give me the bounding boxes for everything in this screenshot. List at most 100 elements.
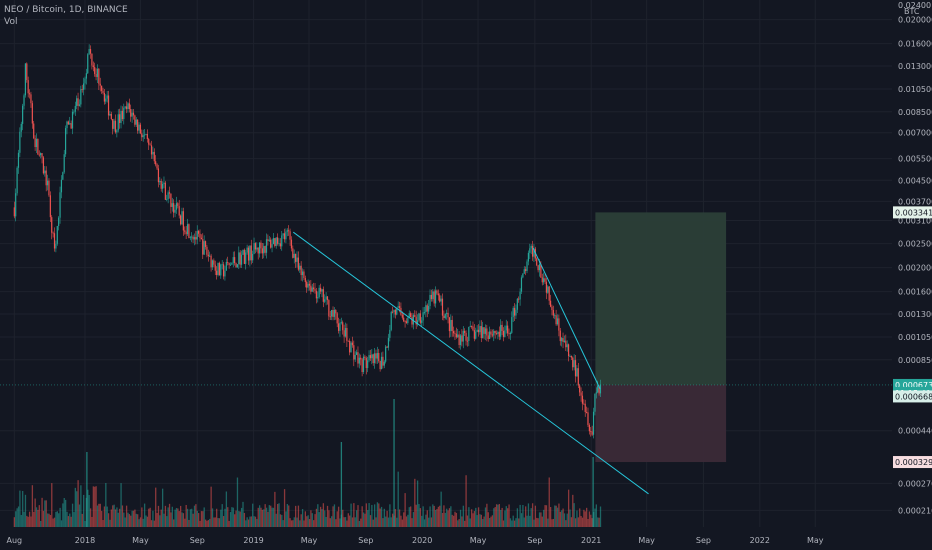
candle-body [297,257,299,270]
volume-bar [149,507,151,527]
candle-body [389,329,391,338]
volume-bar [426,510,428,527]
candle-body [561,338,563,342]
time-axis[interactable]: Aug 2018 May Sep 2019 May Sep 2020 May Sep 2021 May… [7,536,824,545]
candle-body [66,121,68,129]
volume-bar [326,505,329,527]
volume-bar [353,503,355,527]
volume-bar [258,505,261,527]
volume-bar [127,512,129,527]
volume-bar [396,517,398,527]
price-tag-background [893,390,932,403]
candle-body [99,83,101,86]
volume-bar [227,507,229,527]
price-tag-label: 0.000673 [895,381,932,390]
volume-bar [454,511,456,527]
volume-bar [475,507,477,527]
candle-body [590,431,592,433]
candle-body [105,98,107,102]
candle-body [365,357,367,368]
trendline[interactable] [293,231,649,495]
volume-bar [314,514,316,527]
stop-loss-zone[interactable] [595,384,727,463]
candle-body [340,322,342,324]
volume-bar [185,504,187,527]
volume-bar [45,500,47,527]
volume-bar [64,499,67,527]
volume-bar [556,507,559,527]
volume-bar [518,518,520,527]
candle-body [48,180,50,196]
candle-body [236,264,239,268]
candle-body [125,106,128,109]
volume-bar [415,504,417,527]
volume-bar [71,503,74,527]
price-candles[interactable] [13,44,602,439]
candle-body [584,403,586,413]
candle-body [529,248,531,253]
volume-bar [562,508,564,527]
candle-body [107,95,110,116]
candle-body [131,112,133,117]
candle-body [579,385,581,393]
candle-body [566,344,568,348]
candle-body [290,239,293,249]
candle-body [563,340,566,343]
candle-body [181,211,183,225]
volume-bar [491,515,494,527]
volume-bar [109,519,111,527]
volume-bar [489,517,491,527]
trendline[interactable] [532,247,601,389]
symbol-title[interactable]: NEO / Bitcoin, 1D, BINANCE [4,5,128,15]
volume-bar [167,507,169,527]
candle-body [507,325,509,334]
candle-body [155,161,157,165]
volume-bar [88,495,90,527]
profit-target-zone[interactable] [595,212,727,385]
volume-bar [382,518,384,527]
candle-body [33,123,35,139]
chart-legend: NEO / Bitcoin, 1D, BINANCE Vol [4,4,128,28]
volume-legend-label[interactable]: Vol [4,17,18,27]
volume-bar [588,511,591,527]
candle-body [69,123,71,125]
trendline-drawings[interactable] [293,231,649,495]
volume-bar [161,488,164,527]
candle-body [296,257,298,262]
candle-body [159,181,161,183]
volume-bar [207,520,210,527]
volume-bar [239,511,241,527]
volume-bar [155,487,157,527]
volume-bar [494,507,496,527]
candle-body [88,49,90,55]
volume-bar [434,509,437,527]
candle-body [548,286,550,301]
candle-body [191,236,193,238]
volume-bar [525,506,527,527]
volume-bar [383,508,385,527]
candle-body [246,247,248,253]
candle-body [580,392,582,396]
candle-body [254,243,257,250]
volume-bar [346,520,348,527]
volume-bar [73,512,75,527]
volume-bar [264,504,266,527]
candle-body [443,315,445,319]
candle-body [556,318,559,325]
candle-body [475,331,477,339]
candle-body [547,286,549,293]
volume-bar [306,516,308,527]
position-zones[interactable] [595,212,727,463]
volume-bar [224,508,226,527]
candle-body [189,237,191,239]
candle-body [476,329,478,332]
volume-bar [315,508,318,527]
volume-bar [504,510,506,527]
candle-body [558,318,560,331]
candle-body [325,296,327,300]
volume-bar [49,514,52,527]
candle-body [124,106,126,108]
